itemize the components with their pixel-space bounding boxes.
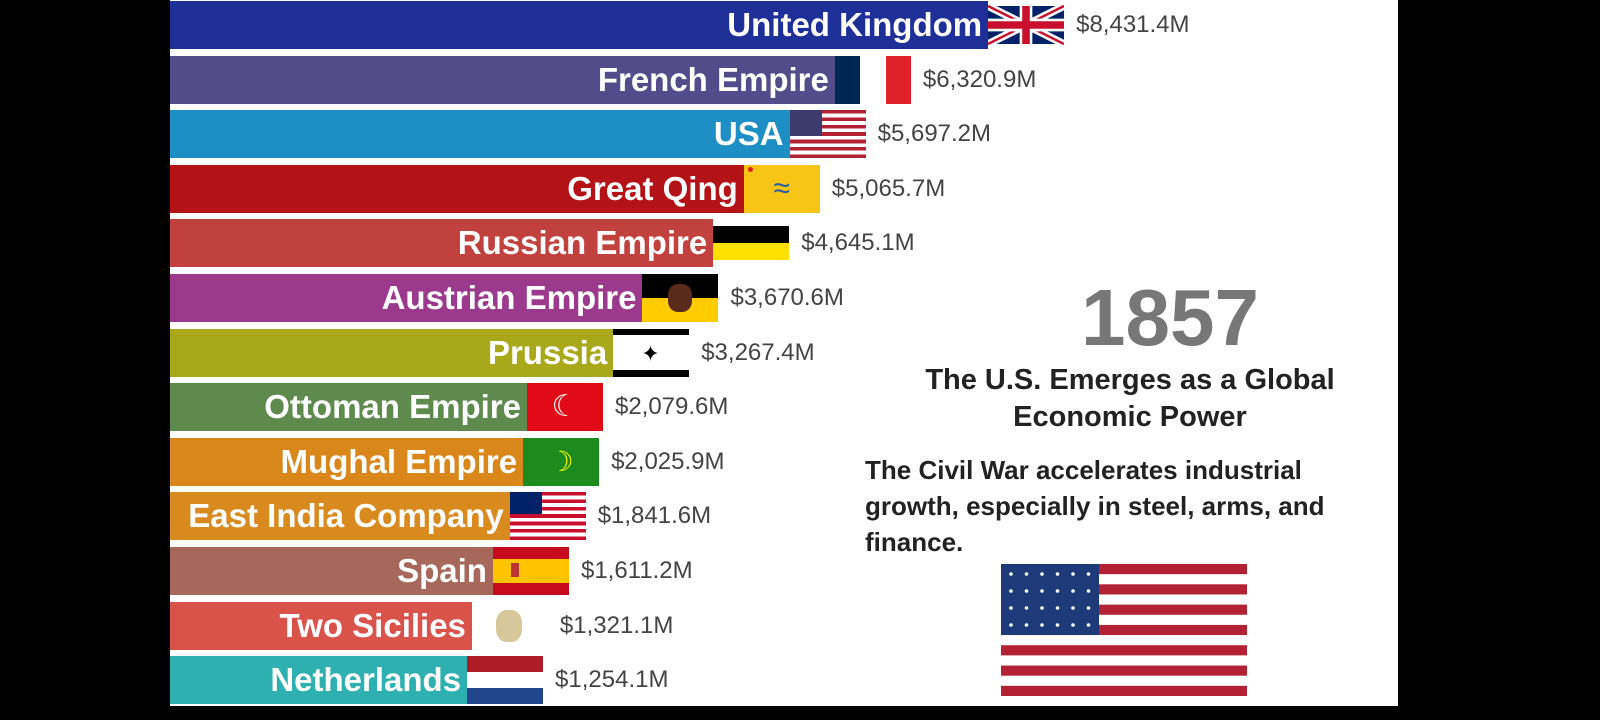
flag-star: [1040, 606, 1044, 610]
flag-star: [1071, 589, 1075, 593]
bar-great-qing: Great Qing: [170, 164, 744, 213]
value-label: $3,267.4M: [701, 338, 815, 366]
russia-imperial-flag-icon: [713, 219, 790, 267]
bar-austrian-empire: Austrian Empire: [170, 274, 643, 322]
chart-area: United Kingdom $8,431.4M French Empire $6,3…: [170, 0, 1398, 706]
value-label: $5,065.7M: [831, 174, 946, 202]
bar-united-kingdom: United Kingdom: [170, 1, 989, 49]
usa-flag-icon: [1001, 564, 1247, 696]
bar-mughal-empire: Mughal Empire: [170, 437, 524, 486]
bar-french-empire: French Empire: [170, 55, 835, 104]
value-label: $2,079.6M: [614, 393, 729, 421]
flag-stripe: [1001, 635, 1247, 646]
value-label: $2,025.9M: [611, 447, 725, 475]
bar-usa: USA: [170, 110, 790, 159]
flag-star: [1040, 589, 1044, 593]
bar-label: Great Qing: [567, 169, 738, 207]
value-label: $3,670.6M: [730, 284, 844, 311]
bar-two-sicilies: Two Sicilies: [170, 601, 472, 650]
flag-star: [1055, 589, 1060, 593]
flag-stripe: [1001, 665, 1247, 676]
bar-label: Spain: [397, 552, 487, 589]
bar-label: Two Sicilies: [279, 606, 466, 644]
spain-flag-icon: [492, 547, 569, 595]
two-sicilies-flag-icon: [471, 601, 548, 650]
flag-star: [1024, 589, 1029, 593]
year-label: 1857: [1081, 273, 1259, 362]
flag-star: [1009, 623, 1013, 627]
bar-prussia: Prussia: [170, 328, 614, 377]
flag-stripe: [1001, 655, 1247, 666]
qing-dragon-flag-icon: ≈: [743, 164, 820, 213]
flag-star: [1055, 572, 1060, 576]
value-label: $4,645.1M: [801, 229, 915, 257]
flag-star: [1040, 623, 1044, 627]
mughal-flag-icon: ☽: [523, 437, 600, 486]
bar-russian-empire: Russian Empire: [170, 219, 714, 268]
flag-canton: [1001, 564, 1099, 635]
bar-label: USA: [713, 115, 784, 153]
flag-stripe: [1001, 594, 1247, 605]
east-india-company-flag-icon: [509, 492, 586, 541]
flag-star: [1024, 572, 1029, 576]
flag-stripe: [1001, 645, 1247, 656]
value-label: $8,431.4M: [1076, 11, 1190, 38]
bar-spain: Spain: [170, 547, 493, 595]
flag-star: [1086, 589, 1091, 593]
bar-label: Austrian Empire: [381, 279, 637, 316]
value-label: $5,697.2M: [877, 120, 992, 148]
flag-star: [1009, 606, 1013, 610]
value-label: $6,320.9M: [922, 65, 1037, 93]
flag-star: [1071, 623, 1075, 627]
bar-label: Russian Empire: [457, 224, 708, 262]
value-label: $1,611.2M: [580, 557, 693, 584]
flag-star: [1009, 572, 1013, 576]
bar-label: French Empire: [597, 60, 829, 98]
flag-stripe: [1001, 564, 1247, 575]
bar-netherlands: Netherlands: [170, 656, 468, 705]
flag-star: [1055, 623, 1060, 627]
flag-stripe: [1001, 604, 1247, 616]
bar-label: Mughal Empire: [280, 442, 518, 480]
flag-star: [1071, 606, 1075, 610]
bar-label: Prussia: [487, 333, 608, 371]
france-flag-icon: [834, 55, 911, 104]
flag-stripe: [1001, 574, 1247, 585]
usa-flag-icon: [789, 110, 866, 159]
bar-label: East India Company: [188, 497, 504, 535]
bar-label: Ottoman Empire: [264, 388, 521, 426]
flag-star: [1024, 623, 1029, 627]
description: The Civil War accelerates industrial gro…: [865, 455, 1325, 557]
flag-star: [1086, 623, 1091, 627]
value-label: $1,841.6M: [597, 502, 712, 530]
austria-flag-icon: [642, 274, 719, 322]
flag-stripe: [1001, 685, 1247, 696]
flag-star: [1086, 606, 1091, 610]
flag-stripe: [1001, 624, 1247, 636]
flag-star: [1009, 589, 1013, 593]
ottoman-flag-icon: ☾: [526, 383, 603, 432]
flag-stripe: [1001, 614, 1247, 626]
bar-label: United Kingdom: [727, 6, 983, 43]
headline: The U.S. Emerges as a Global Economic Po…: [925, 364, 1335, 433]
flag-stripe: [1001, 584, 1247, 595]
value-label: $1,254.1M: [555, 666, 669, 694]
flag-star: [1024, 606, 1029, 610]
flag-star: [1040, 572, 1044, 576]
bar-east-india-company: East India Company: [170, 492, 510, 541]
prussia-flag-icon: ✦: [613, 328, 690, 377]
flag-star: [1086, 572, 1091, 576]
value-label: $1,321.1M: [559, 611, 674, 639]
flag-star: [1055, 606, 1060, 610]
flag-stripe: [1001, 675, 1247, 687]
uk-flag-icon: [988, 1, 1065, 49]
flag-star: [1071, 572, 1075, 576]
netherlands-flag-icon: [467, 656, 544, 705]
bar-ottoman-empire: Ottoman Empire: [170, 383, 527, 432]
bar-label: Netherlands: [270, 661, 462, 699]
